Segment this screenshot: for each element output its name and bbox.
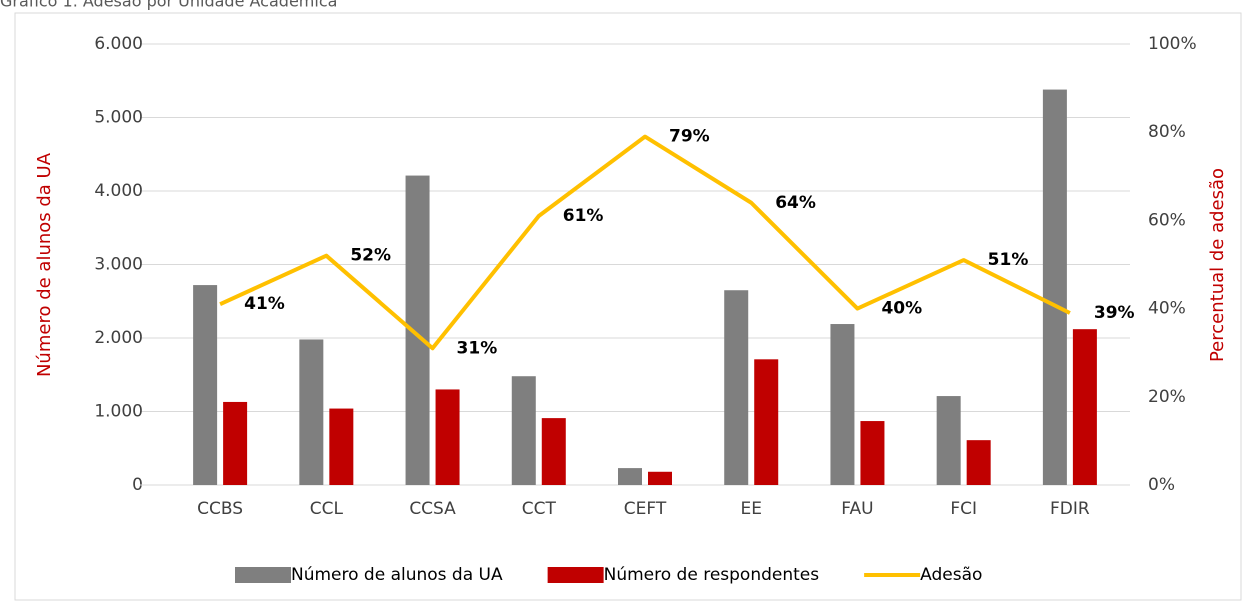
bar <box>936 396 961 485</box>
y2-tick-label: 100% <box>1148 34 1197 54</box>
y2-tick-label: 20% <box>1148 387 1186 407</box>
line <box>219 134 1071 351</box>
bar <box>435 389 460 485</box>
y-axis-title: Número de alunos da UA <box>34 152 55 377</box>
y2-tick-label: 40% <box>1148 299 1186 319</box>
chart-border <box>14 12 1242 601</box>
bar <box>724 290 749 485</box>
data-label: 41% <box>244 294 285 314</box>
x-tick-label: CCBS <box>197 499 243 519</box>
y-tick-label: 3.000 <box>94 255 143 275</box>
data-label: 40% <box>881 299 922 319</box>
bar <box>1042 89 1067 485</box>
data-label: 39% <box>1094 303 1135 323</box>
data-label: 31% <box>457 338 498 358</box>
bar <box>511 376 536 485</box>
legend-swatch <box>547 567 604 583</box>
data-label: 61% <box>563 206 604 226</box>
x-tick-label: CEFT <box>624 499 667 519</box>
x-tick-label: CCT <box>522 499 557 519</box>
x-tick-label: FAU <box>841 499 873 519</box>
x-tick-label: CCSA <box>409 499 456 519</box>
bar <box>830 324 855 485</box>
bar <box>860 421 885 485</box>
legend-label: Adesão <box>920 565 982 585</box>
y2-tick-label: 80% <box>1148 122 1186 142</box>
x-tick-label: FCI <box>950 499 977 519</box>
y2-tick-label: 60% <box>1148 210 1186 230</box>
y-tick-label: 5.000 <box>94 108 143 128</box>
bar <box>329 408 354 485</box>
y-tick-label: 2.000 <box>94 328 143 348</box>
y2-axis-title: Percentual de adesão <box>1207 168 1228 362</box>
y-tick-label: 1.000 <box>94 402 143 422</box>
data-label: 64% <box>775 193 816 213</box>
legend-swatch <box>235 567 291 583</box>
y-tick-label: 4.000 <box>94 181 143 201</box>
bar <box>541 418 566 485</box>
legend-label: Número de alunos da UA <box>291 565 503 585</box>
legend-label: Número de respondentes <box>604 565 820 585</box>
bar <box>223 401 248 485</box>
y2-tick-label: 0% <box>1148 475 1175 495</box>
chart-title: Gráfico 1. Adesão por Unidade Acadêmica <box>0 0 337 11</box>
data-label: 51% <box>988 250 1029 270</box>
bar <box>193 285 218 485</box>
y-tick-label: 6.000 <box>94 34 143 54</box>
bar <box>754 359 779 485</box>
bar <box>1072 329 1097 485</box>
data-label: 52% <box>350 246 391 266</box>
y-tick-label: 0 <box>132 475 143 495</box>
data-label: 79% <box>669 127 710 147</box>
bar <box>966 440 991 485</box>
x-tick-label: EE <box>740 499 761 519</box>
bar <box>648 471 672 485</box>
bar <box>618 468 642 485</box>
x-tick-label: CCL <box>310 499 344 519</box>
x-tick-label: FDIR <box>1050 499 1090 519</box>
bar <box>299 339 324 485</box>
